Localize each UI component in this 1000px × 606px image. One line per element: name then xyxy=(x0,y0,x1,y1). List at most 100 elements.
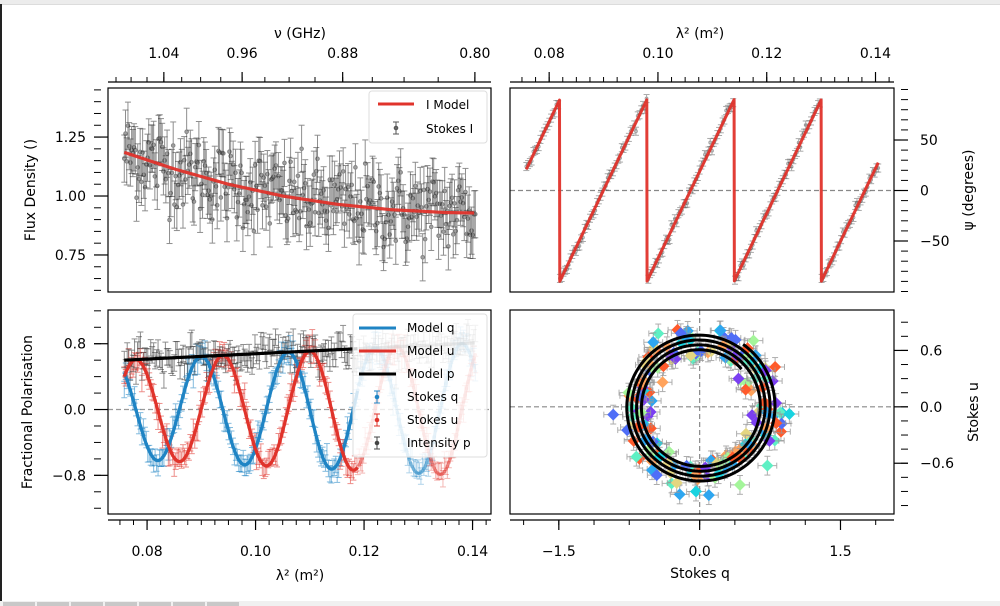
qu-marker xyxy=(732,372,745,385)
stokes-i-point xyxy=(209,195,216,244)
intensity-p-point xyxy=(323,349,330,368)
window-left-edge xyxy=(0,4,2,606)
stokes-i-point xyxy=(375,162,382,211)
y-tick-label: 0.0 xyxy=(920,400,942,416)
y-tick-label: 0.8 xyxy=(64,337,86,353)
stokes-u-point xyxy=(439,469,446,488)
stokes-q-point xyxy=(412,459,419,478)
qu-model-line xyxy=(625,333,777,483)
model-q-line xyxy=(122,350,360,471)
stokes-i-point xyxy=(187,129,194,178)
intensity-p-point xyxy=(290,328,297,346)
stokes-i-point xyxy=(462,167,469,217)
stokes-u-point xyxy=(437,461,444,480)
top-x-tick-label: 0.80 xyxy=(459,46,490,62)
qu-marker xyxy=(673,488,686,501)
intensity-p-point xyxy=(253,346,260,365)
stokes-i-point xyxy=(451,179,458,228)
stokes-i-point xyxy=(354,189,361,238)
legend-swatch-stokes-u xyxy=(374,413,380,427)
y-tick-label: −50 xyxy=(920,234,950,250)
legend-label: Intensity p xyxy=(407,436,471,450)
stokes-i-point xyxy=(299,170,306,220)
stokes-i-point xyxy=(307,198,314,247)
stokes-i-point xyxy=(287,137,294,186)
intensity-p-point xyxy=(300,330,307,348)
stokes-i-point xyxy=(225,163,232,212)
stokes-i-point xyxy=(190,177,197,226)
bottom-tab[interactable] xyxy=(139,602,171,606)
x-tick-label: 0.12 xyxy=(348,544,379,560)
qu-marker xyxy=(714,324,727,337)
x-tick-label: 1.5 xyxy=(829,544,851,560)
bottom-tab[interactable] xyxy=(71,602,103,606)
stokes-i-point xyxy=(224,194,231,243)
axes-frame xyxy=(107,309,492,515)
qu-plane-panel: 0.6 0.0 −0.6 −1.5 0.0 1.5 xyxy=(509,309,954,560)
bottom-tab[interactable] xyxy=(3,602,35,606)
stokes-i-point xyxy=(387,197,394,246)
intensity-p-point xyxy=(297,333,304,351)
intensity-p-point xyxy=(249,357,256,375)
qu-marker xyxy=(702,489,715,502)
stokes-i-panel: 0.75 1.00 1.25 0.80 0.88 0.96 1.04 xyxy=(55,46,492,293)
stokes-u-point xyxy=(442,457,449,476)
legend-label: I Model xyxy=(426,98,469,112)
bottom-tab[interactable] xyxy=(173,602,205,606)
qu-marker xyxy=(684,349,697,362)
qu-marker xyxy=(739,383,752,396)
stokes-i-point xyxy=(334,175,341,224)
legend-stokes-i: I Model Stokes I xyxy=(368,90,488,144)
bottom-tab[interactable] xyxy=(37,602,69,606)
legend-label: Stokes u xyxy=(407,413,458,427)
stokes-q-point xyxy=(420,458,427,476)
stokes-i-point xyxy=(134,143,141,192)
stokes-u-point xyxy=(438,462,445,481)
top-x-tick-label: 0.14 xyxy=(860,46,891,62)
intensity-p-point xyxy=(343,352,350,370)
stokes-u-point xyxy=(435,462,442,481)
bottom-tab[interactable] xyxy=(105,602,137,606)
qu-marker xyxy=(607,408,620,421)
x-tick-label: 0.14 xyxy=(457,544,488,560)
br-ylabel: Stokes u xyxy=(966,382,982,442)
qu-marker xyxy=(774,425,787,438)
stokes-q-point xyxy=(413,461,420,479)
intensity-p-point xyxy=(137,331,144,349)
stokes-i-point xyxy=(439,180,446,229)
window-top-bar xyxy=(0,0,1000,5)
stokes-u-point xyxy=(444,461,451,479)
legend-swatch-stokes-i xyxy=(393,121,399,135)
stokes-i-point xyxy=(310,150,317,199)
intensity-p-point xyxy=(340,324,347,343)
intensity-p-point xyxy=(272,328,279,346)
tl-secondary-xlabel: ν (GHz) xyxy=(274,26,326,42)
legend-label: Model u xyxy=(407,344,454,358)
legend-swatch-intensity-p xyxy=(374,436,380,450)
stokes-i-point xyxy=(435,211,442,260)
stokes-u-point xyxy=(432,461,439,479)
stokes-u-point xyxy=(434,463,441,481)
stokes-i-point xyxy=(137,127,144,177)
stokes-i-point xyxy=(427,167,434,216)
stokes-i-point xyxy=(297,187,304,236)
intensity-p-point xyxy=(335,331,342,349)
tl-ylabel: Flux Density () xyxy=(23,139,39,241)
y-tick-label: 0.0 xyxy=(64,403,86,419)
tr-ylabel: ψ (degrees) xyxy=(961,150,977,231)
stokes-i-point xyxy=(352,143,359,192)
bottom-tab[interactable] xyxy=(207,602,239,606)
qu-marker xyxy=(743,438,756,451)
stokes-q-point xyxy=(414,459,421,477)
y-tick-label: −0.8 xyxy=(52,468,86,484)
stokes-u-point xyxy=(177,449,184,467)
intensity-p-point xyxy=(251,334,258,352)
intensity-p-point xyxy=(135,336,142,354)
stokes-i-point xyxy=(182,155,189,204)
qu-marker xyxy=(641,354,654,367)
stokes-i-point xyxy=(220,129,227,178)
stokes-i-point xyxy=(346,190,353,239)
intensity-p-point xyxy=(241,348,248,367)
qu-marker xyxy=(630,450,643,463)
